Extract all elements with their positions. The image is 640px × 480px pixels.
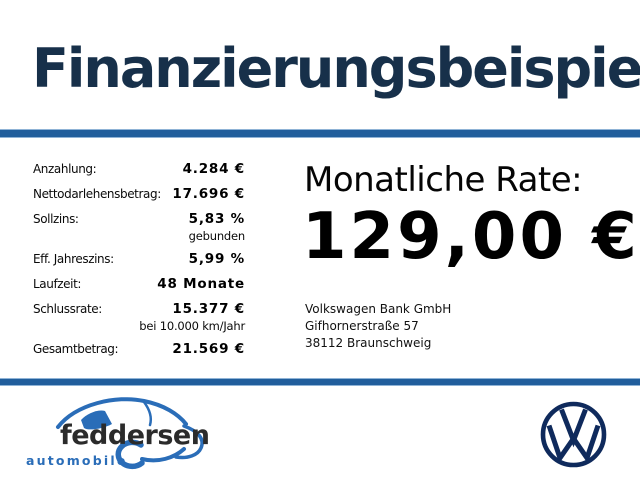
finance-value: 48 Monate xyxy=(157,276,245,292)
finance-label: Eff. Jahreszins: xyxy=(33,252,114,266)
finance-row-eff-jahreszins: Eff. Jahreszins: 5,99 % xyxy=(33,251,245,268)
dealer-name-text: feddersen xyxy=(60,420,209,451)
bank-address-line-city: 38112 Braunschweig xyxy=(305,336,432,350)
finance-value: 5,99 % xyxy=(188,251,245,267)
finance-value: 5,83 % xyxy=(188,211,245,227)
finance-subvalue-kilometer: bei 10.000 km/Jahr xyxy=(139,319,245,333)
finance-label: Schlussrate: xyxy=(33,302,102,316)
finance-row-nettodarlehensbetrag: Nettodarlehensbetrag: 17.696 € xyxy=(33,186,245,203)
finance-label: Anzahlung: xyxy=(33,162,97,176)
finance-value: 15.377 € xyxy=(172,301,245,317)
finance-row-sollzins: Sollzins: 5,83 % xyxy=(33,211,245,228)
vw-logo-icon xyxy=(540,401,607,468)
dealer-subtitle-text: automobile xyxy=(26,453,128,468)
monthly-rate-label: Monatliche Rate: xyxy=(304,160,583,200)
finance-label: Sollzins: xyxy=(33,212,79,226)
page-title: Finanzierungsbeispiel xyxy=(32,37,640,100)
finance-value: 17.696 € xyxy=(172,186,245,202)
bank-address-line-name: Volkswagen Bank GmbH xyxy=(305,302,452,316)
finance-row-anzahlung: Anzahlung: 4.284 € xyxy=(33,161,245,178)
finance-value: 21.569 € xyxy=(172,341,245,357)
finance-label: Laufzeit: xyxy=(33,277,82,291)
dealer-car-outline-icon xyxy=(56,397,204,470)
finance-value: 4.284 € xyxy=(182,161,245,177)
finance-subvalue-gebunden: gebunden xyxy=(188,229,246,243)
finance-row-laufzeit: Laufzeit: 48 Monate xyxy=(33,276,245,293)
finance-label: Gesamtbetrag: xyxy=(33,342,119,356)
bank-address-line-street: Gifhornerstraße 57 xyxy=(305,319,419,333)
finance-label: Nettodarlehensbetrag: xyxy=(33,187,161,201)
bank-address: Volkswagen Bank GmbH Gifhornerstraße 57 … xyxy=(305,301,451,352)
monthly-rate-amount: 129,00 € xyxy=(302,200,640,274)
dealer-logo-feddersen: feddersen automobile xyxy=(26,397,210,470)
finance-row-gesamtbetrag: Gesamtbetrag: 21.569 € xyxy=(33,341,245,358)
bottom-divider xyxy=(0,378,640,386)
finance-table: Anzahlung: 4.284 € Nettodarlehensbetrag:… xyxy=(33,161,245,366)
top-divider xyxy=(0,129,640,138)
finance-row-schlussrate: Schlussrate: 15.377 € xyxy=(33,301,245,318)
